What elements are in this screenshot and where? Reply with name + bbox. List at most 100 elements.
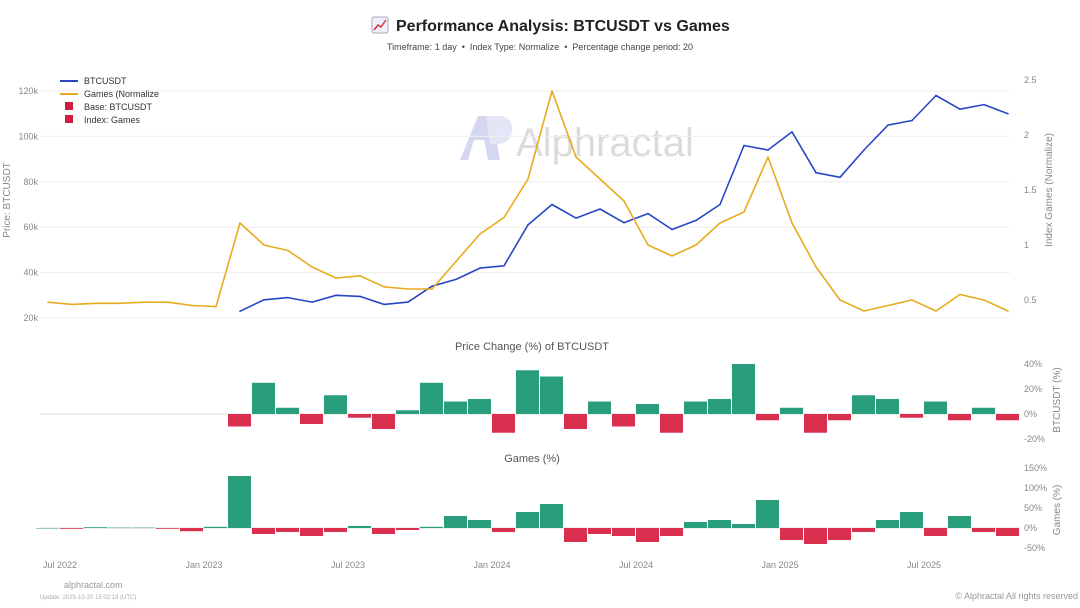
change-bar	[636, 528, 659, 542]
change-bar	[996, 414, 1019, 421]
games-point	[983, 299, 985, 301]
change-bar	[228, 414, 251, 427]
change-bar	[828, 528, 851, 540]
games-point	[383, 286, 385, 288]
panel3-axis-label: Games (%)	[1052, 485, 1063, 536]
games-point	[671, 255, 673, 257]
games-point	[887, 304, 889, 307]
right-tick-label: 1.5	[1024, 185, 1037, 195]
chart-subtitle: Timeframe: 1 day • Index Type: Normalize…	[387, 42, 693, 52]
btc-point	[911, 119, 913, 122]
change-bar	[612, 414, 635, 427]
games-point	[839, 299, 841, 301]
title-group: Performance Analysis: BTCUSDT vs Games T…	[371, 16, 730, 52]
x-tick-label: Jan 2024	[473, 560, 510, 570]
change-bar	[804, 414, 827, 433]
change-bar	[348, 526, 371, 528]
footer-site[interactable]: alphractal.com	[64, 580, 123, 590]
change-bar	[84, 527, 107, 528]
change-bar	[732, 364, 755, 414]
change-bar	[588, 528, 611, 534]
btc-point	[503, 264, 505, 267]
panel2-tick-label: -20%	[1024, 434, 1045, 444]
right-tick-label: 0.5	[1024, 295, 1037, 305]
change-bar	[900, 414, 923, 418]
change-bar	[252, 528, 275, 534]
btc-point	[575, 217, 577, 219]
change-bar	[660, 528, 683, 536]
change-bar	[684, 401, 707, 414]
change-bar	[948, 414, 971, 421]
games-point	[431, 288, 433, 290]
games-point	[311, 266, 313, 268]
panel3-tick-label: -50%	[1024, 543, 1045, 553]
games-point	[815, 266, 817, 268]
change-bar	[276, 528, 299, 532]
change-bar	[780, 528, 803, 540]
games-point	[239, 222, 241, 224]
btc-point	[863, 149, 865, 151]
btc-point	[839, 176, 841, 179]
change-bar	[300, 414, 323, 424]
change-bar	[276, 407, 299, 414]
change-bar	[540, 504, 563, 528]
right-tick-label: 2.5	[1024, 75, 1037, 85]
change-bar	[972, 528, 995, 532]
btc-point	[815, 171, 817, 174]
x-tick-label: Jul 2024	[619, 560, 653, 570]
change-bar	[324, 395, 347, 414]
games-point	[47, 301, 49, 304]
change-bar	[324, 528, 347, 532]
change-bar	[468, 520, 491, 528]
legend-label-btc[interactable]: BTCUSDT	[84, 76, 127, 86]
games-point	[359, 275, 361, 277]
btc-point	[599, 208, 601, 210]
watermark: Alphractal	[460, 116, 694, 165]
change-bar	[564, 414, 587, 429]
btc-point	[647, 212, 649, 215]
panel2-tick-label: 40%	[1024, 359, 1042, 369]
btc-point	[359, 295, 361, 298]
change-bar	[396, 528, 419, 530]
btc-point	[887, 124, 889, 126]
legend-label-index[interactable]: Index: Games	[84, 115, 141, 125]
change-bar	[492, 528, 515, 532]
panel2-title: Price Change (%) of BTCUSDT	[455, 341, 609, 353]
change-bar	[804, 528, 827, 544]
watermark-text: Alphractal	[516, 121, 694, 165]
games-point	[287, 249, 289, 252]
change-bar	[708, 399, 731, 414]
games-point	[479, 233, 481, 235]
btc-point	[311, 301, 313, 303]
chart-title: Performance Analysis: BTCUSDT vs Games	[396, 18, 730, 35]
change-bar	[372, 528, 395, 534]
btc-point	[959, 108, 961, 110]
games-point	[215, 305, 217, 308]
btc-point	[551, 203, 553, 206]
change-bar	[924, 528, 947, 536]
games-point	[335, 277, 337, 279]
change-bar	[924, 401, 947, 414]
games-point	[143, 301, 145, 304]
change-bar	[540, 376, 563, 414]
right-axis-label: Index Games (Normalize)	[1044, 133, 1055, 247]
legend-swatch-index	[65, 115, 73, 123]
panel3-tick-label: 150%	[1024, 463, 1047, 473]
panel2-axis-label: BTCUSDT (%)	[1052, 367, 1063, 432]
x-tick-label: Jul 2023	[331, 560, 365, 570]
games-point	[959, 293, 961, 296]
change-bar	[612, 528, 635, 536]
change-bar	[588, 401, 611, 414]
panel3-title: Games (%)	[504, 453, 560, 465]
legend-swatch-base	[65, 102, 73, 110]
change-bar	[348, 414, 371, 418]
btc-point	[695, 219, 697, 222]
btc-point	[407, 301, 409, 303]
games-point	[767, 156, 769, 158]
legend-label-games[interactable]: Games (Normalize	[84, 89, 159, 99]
change-bar	[492, 414, 515, 433]
games-point	[191, 304, 193, 307]
legend-label-base[interactable]: Base: BTCUSDT	[84, 102, 153, 112]
change-bar	[972, 407, 995, 414]
